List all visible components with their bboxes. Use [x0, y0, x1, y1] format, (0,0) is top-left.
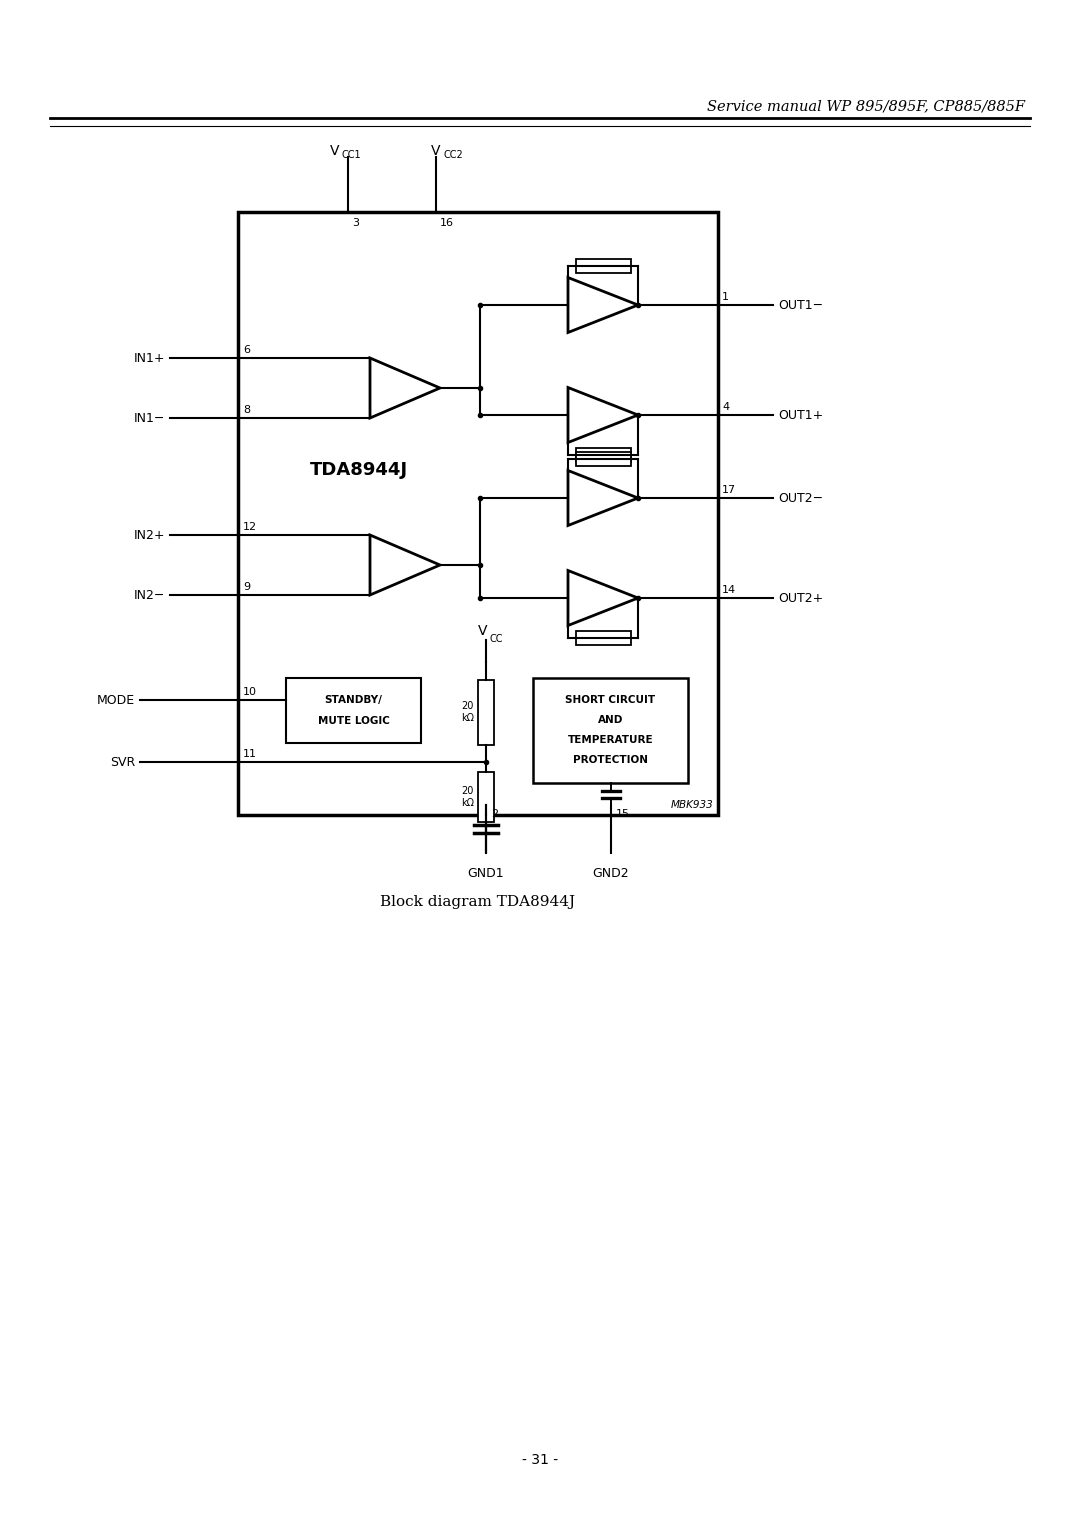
Text: AND: AND: [598, 715, 623, 724]
Bar: [238, 212, 718, 814]
Bar: [478, 772, 494, 822]
Text: 1: 1: [723, 292, 729, 303]
Text: Service manual WP 895/895F, CP885/885F: Service manual WP 895/895F, CP885/885F: [707, 99, 1025, 113]
Text: Block diagram TDA8944J: Block diagram TDA8944J: [380, 895, 576, 909]
Polygon shape: [568, 388, 638, 443]
Polygon shape: [568, 278, 638, 333]
Polygon shape: [370, 358, 440, 419]
Text: V: V: [330, 144, 339, 157]
Text: 6: 6: [243, 345, 249, 354]
Bar: [286, 678, 421, 743]
Text: STANDBY/: STANDBY/: [325, 695, 382, 704]
Text: IN2+: IN2+: [134, 529, 165, 541]
Text: MBK933: MBK933: [671, 801, 713, 810]
Text: IN2−: IN2−: [134, 588, 165, 602]
Text: PROTECTION: PROTECTION: [573, 755, 648, 766]
Text: CC: CC: [490, 634, 503, 643]
Text: 15: 15: [616, 808, 630, 819]
Text: SHORT CIRCUIT: SHORT CIRCUIT: [566, 695, 656, 704]
Text: IN1+: IN1+: [134, 351, 165, 365]
Text: 11: 11: [243, 749, 257, 759]
Bar: [576, 631, 631, 645]
Text: GND1: GND1: [468, 866, 504, 880]
Text: 10: 10: [243, 688, 257, 697]
Text: TDA8944J: TDA8944J: [310, 461, 408, 478]
Text: V: V: [431, 144, 441, 157]
Text: 20
kΩ: 20 kΩ: [461, 787, 474, 808]
Text: IN1−: IN1−: [134, 411, 165, 425]
Bar: [478, 680, 494, 744]
Bar: [534, 678, 688, 782]
Bar: [576, 258, 631, 272]
Polygon shape: [370, 535, 440, 594]
Text: MUTE LOGIC: MUTE LOGIC: [318, 717, 390, 726]
Text: 17: 17: [723, 484, 737, 495]
Text: 16: 16: [440, 219, 454, 228]
Text: OUT2+: OUT2+: [778, 591, 823, 605]
Text: 3: 3: [352, 219, 359, 228]
Text: OUT2−: OUT2−: [778, 492, 823, 504]
Text: OUT1−: OUT1−: [778, 298, 823, 312]
Text: CC1: CC1: [342, 150, 362, 160]
Text: MODE: MODE: [97, 694, 135, 706]
Text: 12: 12: [243, 523, 257, 532]
Bar: [576, 451, 631, 466]
Polygon shape: [568, 570, 638, 625]
Text: OUT1+: OUT1+: [778, 408, 823, 422]
Text: 4: 4: [723, 402, 729, 413]
Text: 14: 14: [723, 585, 737, 594]
Bar: [576, 448, 631, 461]
Text: TEMPERATURE: TEMPERATURE: [568, 735, 653, 746]
Polygon shape: [568, 471, 638, 526]
Text: SVR: SVR: [110, 755, 135, 769]
Text: GND2: GND2: [592, 866, 629, 880]
Text: CC2: CC2: [443, 150, 462, 160]
Text: V: V: [478, 623, 487, 639]
Text: 8: 8: [243, 405, 251, 416]
Text: 20
kΩ: 20 kΩ: [461, 701, 474, 723]
Text: 2: 2: [491, 808, 498, 819]
Text: 9: 9: [243, 582, 251, 591]
Text: - 31 -: - 31 -: [522, 1453, 558, 1467]
